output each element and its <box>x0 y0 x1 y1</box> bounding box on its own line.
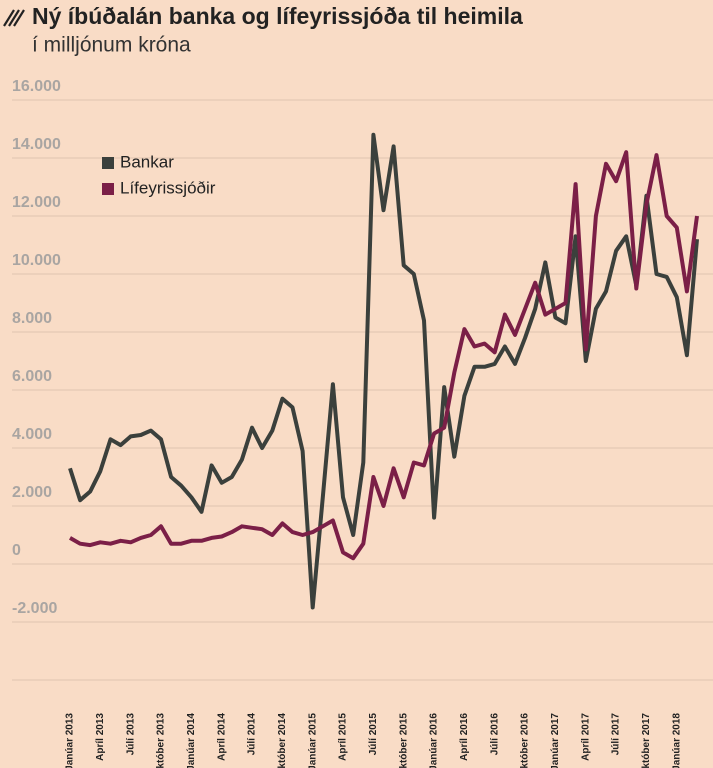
x-tick-label: Október 2014 <box>277 713 288 768</box>
x-tick-label: Janúar 2017 <box>550 713 561 768</box>
y-tick-label: 14.000 <box>12 136 61 153</box>
x-tick-label: Október 2016 <box>520 713 531 768</box>
x-tick-label: Júlí 2015 <box>368 713 379 756</box>
x-tick-label: Júlí 2014 <box>247 713 258 756</box>
x-tick-label: Janúar 2014 <box>186 713 197 768</box>
series-line <box>69 150 699 561</box>
y-tick-label: 16.000 <box>12 78 61 95</box>
chart-title: Ný íbúðalán banka og lífeyrissjóða til h… <box>32 3 523 29</box>
legend-swatch <box>102 183 114 195</box>
y-tick-label: 8.000 <box>12 310 52 327</box>
x-tick-label: Janúar 2015 <box>307 713 318 768</box>
chart-subtitle: í milljónum króna <box>32 34 191 57</box>
x-tick-label: Júlí 2013 <box>125 713 136 756</box>
x-tick-label: Október 2017 <box>641 713 652 768</box>
x-tick-label: Janúar 2018 <box>671 713 682 768</box>
x-tick-label: Júlí 2017 <box>611 713 622 756</box>
title-icon <box>3 9 25 27</box>
x-tick-label: Júlí 2016 <box>489 713 500 756</box>
y-tick-label: 4.000 <box>12 426 52 443</box>
x-tick-label: Apríl 2015 <box>338 713 349 761</box>
x-tick-label: Janúar 2013 <box>65 713 76 768</box>
y-tick-label: 6.000 <box>12 368 52 385</box>
y-tick-label: 10.000 <box>12 252 61 269</box>
x-tick-label: Apríl 2014 <box>216 713 227 761</box>
x-tick-label: Október 2015 <box>398 713 409 768</box>
series-line <box>68 132 699 610</box>
y-tick-label: 0 <box>12 542 21 559</box>
y-tick-label: -2.000 <box>12 600 57 617</box>
x-tick-label: Janúar 2016 <box>429 713 440 768</box>
x-tick-label: Apríl 2016 <box>459 713 470 761</box>
legend-swatch <box>102 157 114 169</box>
legend-label: Lífeyrissjóðir <box>120 178 216 197</box>
x-tick-label: Apríl 2013 <box>95 713 106 761</box>
x-tick-label: Október 2013 <box>156 713 167 768</box>
y-tick-label: 12.000 <box>12 194 61 211</box>
legend-label: Bankar <box>120 152 174 171</box>
x-tick-label: Apríl 2017 <box>580 713 591 761</box>
y-tick-label: 2.000 <box>12 484 52 501</box>
